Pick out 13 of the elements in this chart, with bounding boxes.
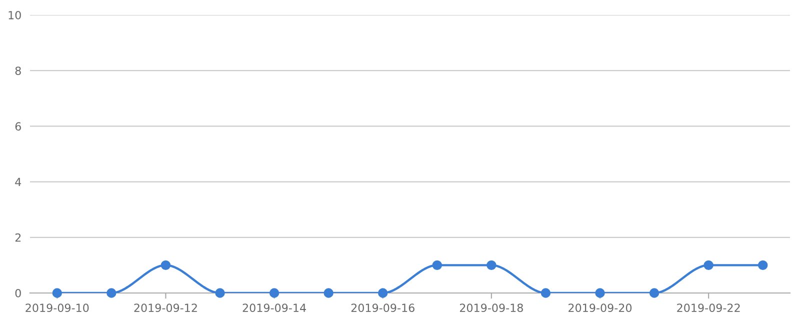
y-tick-label: 8 — [15, 66, 21, 75]
x-tick-label: 2019-09-14 — [242, 304, 306, 312]
x-tick-label: 2019-09-22 — [677, 304, 740, 312]
x-tick-label: 2019-09-20 — [568, 304, 632, 312]
x-tick-label: 2019-09-16 — [351, 304, 414, 312]
y-tick-label: 0 — [15, 288, 21, 298]
y-tick-label: 4 — [15, 178, 22, 186]
x-tick-label: 2019-09-12 — [134, 304, 197, 312]
y-tick-label: 2 — [15, 233, 21, 242]
x-tick-label: 2019-09-18 — [460, 304, 523, 312]
x-tick-label: 2019-09-10 — [26, 304, 89, 312]
y-tick-label: 10 — [8, 10, 21, 20]
y-tick-label: 6 — [15, 122, 21, 131]
